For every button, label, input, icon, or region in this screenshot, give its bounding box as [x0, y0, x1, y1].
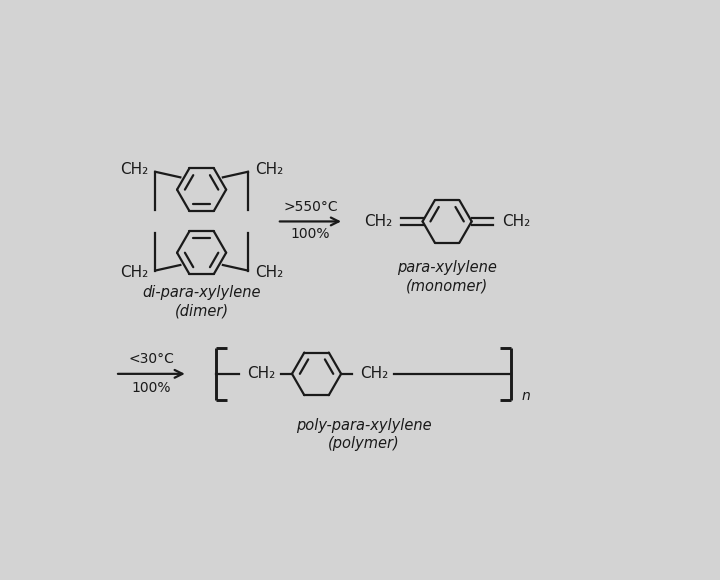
- Text: para-xylylene: para-xylylene: [397, 260, 497, 276]
- Text: poly-para-xylylene: poly-para-xylylene: [296, 418, 431, 433]
- Text: >550°C: >550°C: [283, 200, 338, 214]
- Text: CH₂: CH₂: [255, 162, 283, 177]
- Text: (monomer): (monomer): [406, 278, 488, 293]
- Text: (polymer): (polymer): [328, 436, 400, 451]
- Text: CH₂: CH₂: [120, 162, 148, 177]
- Text: CH₂: CH₂: [120, 265, 148, 280]
- Text: (dimer): (dimer): [174, 303, 229, 318]
- Text: n: n: [521, 389, 530, 403]
- Text: CH₂: CH₂: [247, 367, 276, 381]
- Text: CH₂: CH₂: [255, 265, 283, 280]
- Text: CH₂: CH₂: [364, 214, 392, 229]
- Text: <30°C: <30°C: [128, 352, 174, 366]
- Text: di-para-xylylene: di-para-xylylene: [143, 285, 261, 300]
- Text: CH₂: CH₂: [502, 214, 531, 229]
- Text: CH₂: CH₂: [361, 367, 389, 381]
- Text: 100%: 100%: [291, 227, 330, 241]
- Text: 100%: 100%: [132, 381, 171, 395]
